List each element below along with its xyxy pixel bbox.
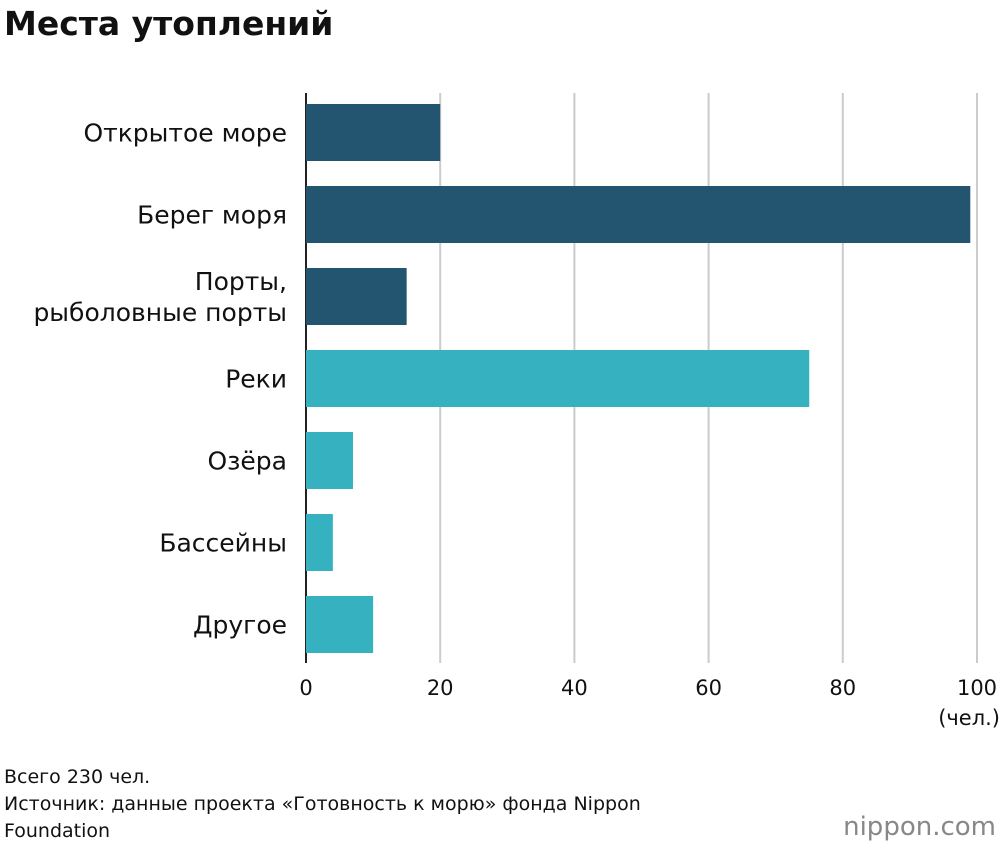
bar <box>306 432 353 489</box>
bar <box>306 104 441 161</box>
x-tick-label: 60 <box>695 676 722 700</box>
chart-title: Места утоплений <box>4 4 334 43</box>
logo: nippon.com <box>843 812 996 842</box>
bar <box>306 514 333 571</box>
bar <box>306 596 374 653</box>
category-label: Реки <box>225 364 287 393</box>
x-tick-label: 40 <box>561 676 588 700</box>
category-label: Берег моря <box>137 200 287 229</box>
x-tick-label: 100 <box>956 676 998 700</box>
x-unit: (чел.) <box>938 706 1000 730</box>
bar <box>306 268 407 325</box>
x-tick-label: 80 <box>829 676 857 700</box>
note: Всего 230 чел. <box>4 766 151 788</box>
category-label: Озёра <box>207 446 287 475</box>
category-label: Другое <box>192 610 287 639</box>
category-label: Бассейны <box>159 528 287 557</box>
x-tick-label: 20 <box>426 676 454 700</box>
bar <box>306 350 810 407</box>
bar <box>306 186 971 243</box>
note: Источник: данные проекта «Готовность к м… <box>4 793 641 842</box>
category-label: Порты, рыболовные порты <box>33 266 287 327</box>
category-label: Открытое море <box>83 118 287 147</box>
notes: Всего 230 чел. Источник: данные проекта … <box>4 764 654 845</box>
x-tick-label: 0 <box>299 676 313 700</box>
